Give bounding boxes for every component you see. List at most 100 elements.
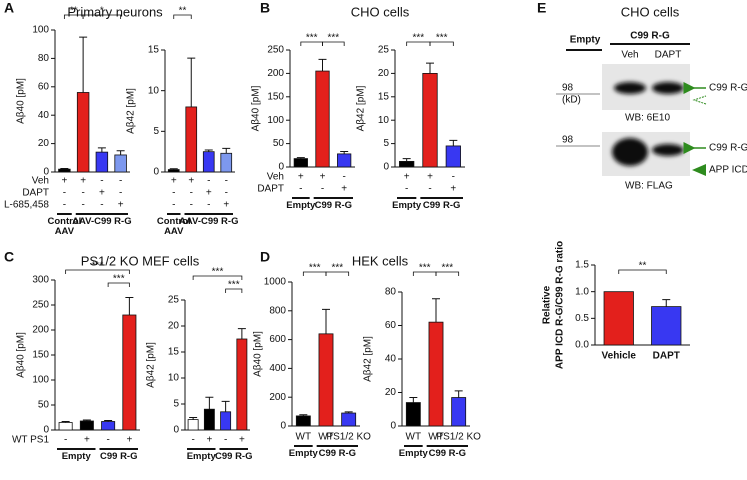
condition: - — [81, 200, 84, 211]
y-tick-label: 0 — [383, 162, 389, 173]
y-tick-label: 10 — [378, 115, 390, 126]
y-tick-label: 300 — [32, 275, 49, 286]
bar — [101, 421, 116, 431]
group-label: C99 R-G — [318, 449, 357, 459]
condition: - — [190, 188, 193, 199]
y-tick-label: 20 — [378, 68, 390, 79]
condition: - — [452, 172, 455, 183]
group-label-box: C99 R-G — [423, 201, 460, 211]
bar — [203, 408, 215, 431]
y-tick-label: 40 — [38, 110, 50, 121]
bar — [337, 153, 352, 168]
condition: - — [172, 188, 175, 199]
bar — [295, 415, 311, 427]
panel-letter: B — [260, 0, 270, 16]
y-tick-label: 200 — [32, 325, 49, 336]
group-label: Empty — [398, 449, 428, 459]
y-tick-label: 1000 — [264, 277, 287, 288]
y-tick-label: 600 — [269, 334, 286, 345]
group-label: Empty — [288, 449, 318, 459]
condition: - — [405, 184, 408, 195]
bar — [428, 321, 444, 427]
condition: - — [321, 184, 324, 195]
y-tick-label: 20 — [385, 387, 397, 398]
y-tick-label: 0 — [43, 167, 49, 178]
significance-bracket — [322, 41, 345, 46]
significance-bracket — [107, 282, 130, 287]
bar — [167, 169, 180, 173]
condition: WT — [406, 432, 422, 443]
condition: + — [188, 176, 194, 187]
y-tick-label: 5 — [153, 126, 159, 137]
bar — [603, 291, 634, 346]
y-tick-label: 800 — [269, 305, 286, 316]
y-tick-label: 20 — [168, 321, 180, 332]
group-label-box: Empty — [286, 201, 315, 211]
y-tick-label: 15 — [378, 91, 390, 102]
y-axis-label: Aβ40 [pM] — [253, 331, 264, 377]
condition: - — [63, 188, 66, 199]
y-axis-label: Aβ42 [pM] — [126, 88, 137, 134]
row-label: WT PS1 — [12, 435, 49, 446]
panel-title: HEK cells — [352, 253, 409, 268]
condition: - — [428, 184, 431, 195]
significance: *** — [441, 263, 453, 274]
group-label: C99 R-G — [215, 452, 253, 462]
significance-bracket — [325, 271, 350, 276]
group-label: AAV-C99 R-G — [179, 217, 239, 227]
row-label: Veh — [267, 172, 284, 183]
panel-title: CHO cells — [351, 4, 410, 19]
condition: - — [299, 184, 302, 195]
group-label-box: Control AAV — [47, 217, 81, 237]
y-tick-label: 50 — [273, 138, 285, 149]
western-blot: Empty C99 R-G Veh DAPT 98 (kD) C99 R-G W… — [556, 31, 747, 192]
condition: WT — [318, 432, 334, 443]
y-tick-label: 0 — [153, 167, 159, 178]
y-tick-label: 60 — [385, 320, 397, 331]
condition: - — [207, 200, 210, 211]
significance: *** — [212, 267, 224, 278]
error-bar — [432, 298, 440, 323]
bar — [58, 168, 71, 173]
condition: - — [207, 176, 210, 187]
group-label-box: C99 R-G — [100, 452, 137, 462]
y-axis-label: Aβ40 [pM] — [251, 85, 262, 131]
bar — [451, 397, 467, 427]
error-bar — [340, 151, 349, 154]
bar — [651, 306, 682, 346]
panel-letter: A — [4, 0, 14, 16]
bar — [405, 402, 421, 427]
y-tick-label: 0.5 — [575, 313, 589, 324]
y-tick-label: 60 — [38, 81, 50, 92]
significance: * — [100, 6, 104, 17]
error-bar — [169, 168, 178, 170]
y-tick-label: 0 — [173, 425, 179, 436]
significance-bracket — [225, 288, 243, 293]
x-tick-label: Vehicle — [602, 351, 637, 362]
condition: + — [99, 188, 105, 199]
arrow-open — [692, 95, 707, 105]
condition: + — [206, 435, 212, 446]
bar — [58, 422, 73, 431]
condition: + — [404, 172, 410, 183]
condition: + — [239, 435, 245, 446]
condition: + — [206, 188, 212, 199]
y-axis-label: APP ICD R-G/C99 R-G ratio — [555, 241, 566, 369]
error-bar — [402, 158, 411, 162]
y-tick-label: 200 — [267, 68, 284, 79]
marker-unit: (kD) — [562, 95, 581, 106]
group-label-box: C99 R-G — [318, 449, 357, 459]
error-bar — [237, 328, 246, 339]
bar — [122, 314, 137, 431]
significance: *** — [331, 263, 343, 274]
bar — [79, 420, 94, 431]
error-bar — [222, 147, 231, 154]
error-bar — [104, 420, 113, 422]
condition: - — [63, 200, 66, 211]
y-tick-label: 80 — [385, 287, 397, 298]
y-tick-label: 40 — [385, 354, 397, 365]
significance: *** — [306, 33, 318, 44]
error-bar — [97, 147, 106, 153]
band — [612, 138, 648, 166]
